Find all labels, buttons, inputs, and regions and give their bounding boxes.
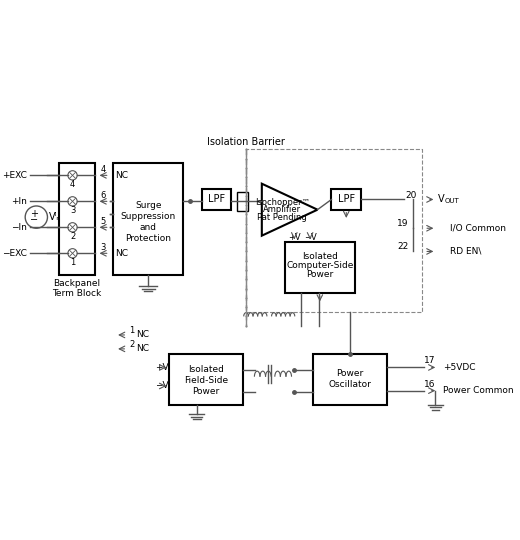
Text: Amplifier: Amplifier	[263, 205, 301, 214]
Text: 4: 4	[100, 165, 106, 174]
Text: Isolated: Isolated	[302, 252, 338, 261]
Text: +5VDC: +5VDC	[443, 363, 475, 372]
Text: 20: 20	[406, 191, 417, 200]
Text: 2: 2	[129, 340, 134, 349]
Text: 16: 16	[424, 380, 436, 389]
Text: +EXC: +EXC	[2, 171, 27, 180]
Bar	[237, 192, 248, 211]
Text: NC: NC	[115, 171, 128, 180]
Text: NC: NC	[137, 330, 150, 340]
Text: −: −	[30, 215, 38, 225]
Text: Surge: Surge	[135, 200, 161, 210]
Bar	[331, 189, 361, 210]
Text: Isochopper™: Isochopper™	[255, 198, 310, 207]
Text: +: +	[31, 210, 38, 219]
Text: Field-Side: Field-Side	[184, 376, 228, 385]
Text: NC: NC	[115, 249, 128, 258]
Text: +V: +V	[288, 233, 301, 242]
Text: Computer-Side: Computer-Side	[286, 261, 354, 270]
Text: 5: 5	[100, 217, 106, 226]
Text: Pat Pending: Pat Pending	[257, 213, 307, 221]
Text: LPF: LPF	[208, 194, 225, 205]
Text: −In: −In	[11, 223, 27, 232]
Text: Power: Power	[306, 270, 333, 279]
Text: Isolated: Isolated	[188, 365, 224, 374]
Text: Term Block: Term Block	[52, 289, 101, 298]
Text: Power: Power	[336, 368, 363, 377]
Text: +In: +In	[11, 197, 27, 206]
Text: 4: 4	[70, 180, 75, 189]
Text: I/O Common: I/O Common	[450, 224, 506, 233]
Text: Isolation Barrier: Isolation Barrier	[207, 137, 285, 147]
Text: 22: 22	[397, 242, 408, 251]
Text: 1: 1	[129, 326, 134, 335]
Text: +V: +V	[155, 363, 168, 372]
Text: 1: 1	[70, 258, 75, 267]
Bar	[245, 150, 422, 312]
Text: 3: 3	[70, 206, 75, 215]
Text: OUT: OUT	[445, 198, 459, 204]
Bar	[113, 163, 183, 275]
Text: −V: −V	[155, 381, 168, 390]
Text: Vᴵₙ: Vᴵₙ	[49, 212, 61, 222]
Text: −EXC: −EXC	[2, 249, 27, 258]
Text: Power: Power	[192, 387, 220, 396]
Text: Suppression: Suppression	[121, 212, 176, 221]
Bar	[202, 189, 231, 210]
Bar	[313, 354, 387, 404]
Bar	[285, 242, 355, 293]
Text: −V: −V	[304, 233, 317, 242]
Text: RD EN\: RD EN\	[450, 247, 482, 256]
Bar	[169, 354, 243, 404]
Text: Power Common: Power Common	[443, 386, 513, 395]
Text: 2: 2	[70, 232, 75, 241]
Text: 6: 6	[100, 191, 106, 200]
Text: and: and	[140, 223, 157, 232]
Text: Oscillator: Oscillator	[329, 380, 371, 389]
Bar	[59, 163, 95, 275]
Text: Protection: Protection	[125, 234, 171, 243]
Text: 17: 17	[424, 356, 436, 366]
Text: V: V	[438, 194, 445, 205]
Text: 19: 19	[397, 219, 408, 228]
Text: 3: 3	[100, 243, 106, 252]
Text: NC: NC	[137, 345, 150, 353]
Text: Backpanel: Backpanel	[53, 279, 100, 288]
Text: LPF: LPF	[337, 194, 355, 205]
